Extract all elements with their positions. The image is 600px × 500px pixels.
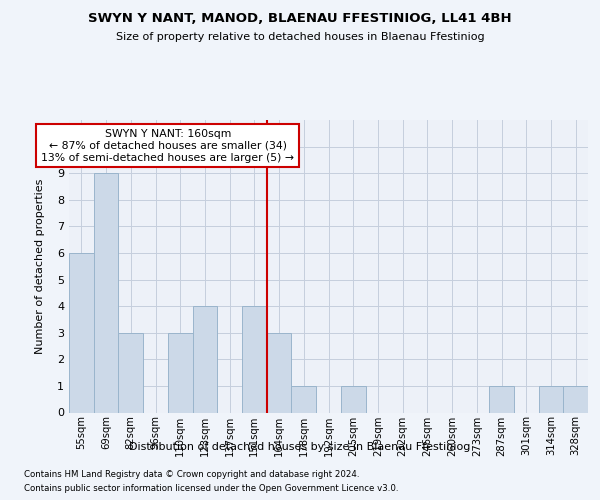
Bar	[341, 386, 365, 412]
Bar	[69, 253, 94, 412]
Text: Contains public sector information licensed under the Open Government Licence v3: Contains public sector information licen…	[24, 484, 398, 493]
Text: Contains HM Land Registry data © Crown copyright and database right 2024.: Contains HM Land Registry data © Crown c…	[24, 470, 359, 479]
Bar	[118, 332, 143, 412]
Text: Size of property relative to detached houses in Blaenau Ffestiniog: Size of property relative to detached ho…	[116, 32, 484, 42]
Bar	[292, 386, 316, 412]
Bar	[489, 386, 514, 412]
Bar	[242, 306, 267, 412]
Text: SWYN Y NANT: 160sqm
← 87% of detached houses are smaller (34)
13% of semi-detach: SWYN Y NANT: 160sqm ← 87% of detached ho…	[41, 130, 295, 162]
Bar	[94, 173, 118, 412]
Bar	[539, 386, 563, 412]
Text: SWYN Y NANT, MANOD, BLAENAU FFESTINIOG, LL41 4BH: SWYN Y NANT, MANOD, BLAENAU FFESTINIOG, …	[88, 12, 512, 26]
Bar	[267, 332, 292, 412]
Text: Distribution of detached houses by size in Blaenau Ffestiniog: Distribution of detached houses by size …	[130, 442, 470, 452]
Bar	[193, 306, 217, 412]
Y-axis label: Number of detached properties: Number of detached properties	[35, 178, 44, 354]
Bar	[563, 386, 588, 412]
Bar	[168, 332, 193, 412]
